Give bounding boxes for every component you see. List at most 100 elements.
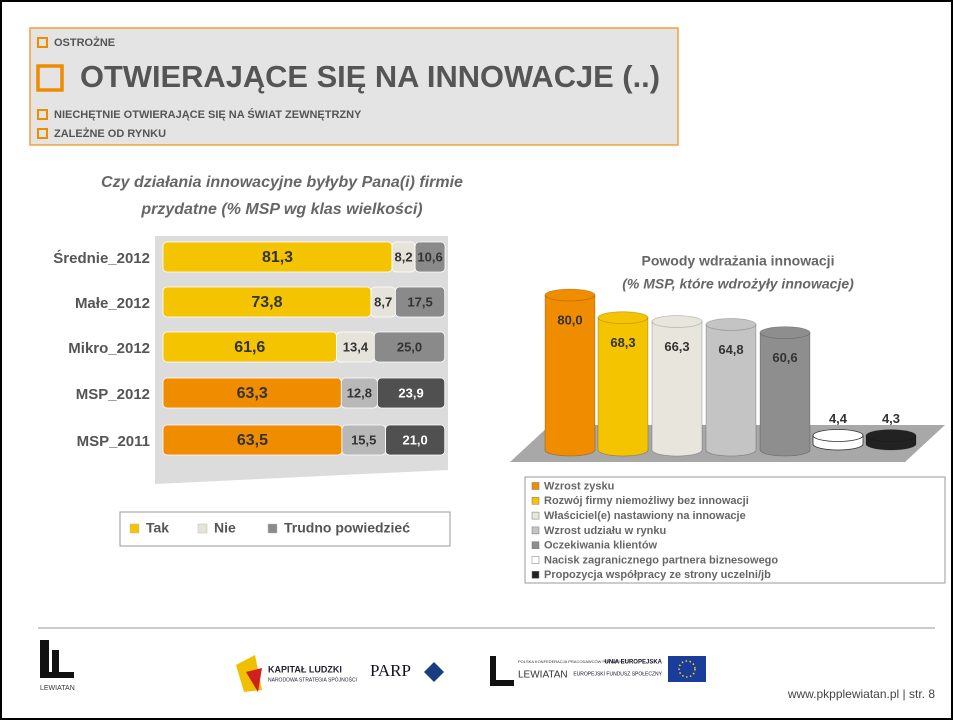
logo-shape xyxy=(40,672,74,678)
legend-swatch xyxy=(531,497,540,505)
logo-text: LEWIATAN xyxy=(518,670,568,681)
data-label: 80,0 xyxy=(557,312,582,327)
data-label: 4,3 xyxy=(882,411,900,426)
chart-title: Czy działania innowacyjne byłyby Pana(i)… xyxy=(101,174,463,191)
bar-segment xyxy=(395,286,446,318)
data-label: 12,8 xyxy=(347,385,372,400)
logo-text: PARP xyxy=(370,661,411,680)
bullet xyxy=(37,37,48,48)
bar xyxy=(544,288,596,457)
legend-swatch xyxy=(197,523,208,534)
logo-shape xyxy=(490,680,514,686)
legend-swatch xyxy=(531,482,540,490)
header-item: NIECHĘTNIE OTWIERAJĄCE SIĘ NA ŚWIAT ZEWN… xyxy=(54,108,362,121)
y-tick-label: Małe_2012 xyxy=(75,295,150,312)
logo-text: NARODOWA STRATEGIA SPÓJNOŚCI xyxy=(268,675,357,683)
footer-url: www.pkpplewiatan.pl | str. 8 xyxy=(787,687,936,701)
legend-label: Nacisk zagranicznego partnera biznesoweg… xyxy=(544,554,778,566)
logo-shape xyxy=(52,650,59,678)
bar-cap xyxy=(812,429,864,442)
bar-cap xyxy=(759,326,811,339)
legend-swatch xyxy=(267,523,278,534)
legend-swatch xyxy=(531,541,540,549)
chart-subtitle: (% MSP, które wdrożyły innowacje) xyxy=(622,276,854,292)
bar-body xyxy=(597,317,649,457)
legend-swatch xyxy=(531,526,540,535)
data-label: 17,5 xyxy=(407,294,432,309)
legend-label: Trudno powiedzieć xyxy=(284,520,410,536)
header-main: OTWIERAJĄCE SIĘ NA INNOWACJE (..) xyxy=(80,59,660,94)
legend-label: Rozwój firmy niemożliwy bez innowacji xyxy=(544,495,749,507)
data-label: 61,6 xyxy=(234,339,265,356)
bar xyxy=(597,311,649,457)
legend xyxy=(524,476,946,584)
legend-label: Oczekiwania klientów xyxy=(544,540,658,552)
bar-segment xyxy=(376,377,446,409)
bar-cap xyxy=(597,311,649,325)
header-box xyxy=(29,27,679,146)
data-label: 81,3 xyxy=(262,249,293,266)
bar-cap xyxy=(651,315,703,328)
legend-label: Wzrost udziału w rynku xyxy=(544,525,666,537)
logo-lewiatan: LEWIATAN xyxy=(40,640,75,692)
bar-body xyxy=(651,321,703,457)
data-label: 63,3 xyxy=(237,385,268,402)
legend-label: Nie xyxy=(214,520,236,536)
header-item: OSTROŻNE xyxy=(54,36,115,49)
data-label: 60,6 xyxy=(772,350,797,365)
bar-body xyxy=(759,332,811,457)
eu-flag xyxy=(668,656,706,682)
data-label: 64,8 xyxy=(718,342,743,357)
bar xyxy=(812,429,864,451)
legend xyxy=(119,511,451,547)
logo-text: POLSKA KONFEDERACJA PRACODAWCÓW PRYWATNY… xyxy=(518,659,631,664)
y-tick-label: Średnie_2012 xyxy=(53,249,150,267)
logo-text: LEWIATAN xyxy=(40,685,75,692)
data-label: 63,5 xyxy=(237,432,268,449)
legend-label: Propozycja współpracy ze strony uczelni/… xyxy=(544,569,771,581)
data-label: 68,3 xyxy=(610,335,635,350)
logo-text: EUROPEJSKI FUNDUSZ SPOŁECZNY xyxy=(573,671,662,677)
bar-body xyxy=(705,324,757,457)
bar-cap xyxy=(705,318,757,331)
data-label: 66,3 xyxy=(664,339,689,354)
bar xyxy=(865,429,917,451)
data-label: 8,7 xyxy=(374,294,392,309)
bar xyxy=(705,318,757,457)
legend-swatch xyxy=(531,511,540,520)
eu-stars xyxy=(678,660,696,678)
logo-shape xyxy=(246,668,262,692)
header-item: ZALEŻNE OD RYNKU xyxy=(54,127,166,140)
bar-body xyxy=(544,294,596,457)
bar-cap xyxy=(544,288,596,302)
legend-swatch xyxy=(531,571,540,579)
chart-title: Powody wdrażania innowacji xyxy=(642,253,835,269)
bar-segment xyxy=(385,424,446,456)
bar-cap xyxy=(865,429,917,443)
legend-label: Tak xyxy=(146,520,169,536)
data-label: 73,8 xyxy=(251,294,282,311)
legend-label: Właściciel(e) nastawiony na innowacje xyxy=(544,510,746,522)
bar-segment xyxy=(373,331,446,363)
bullet xyxy=(37,109,48,120)
data-label: 15,5 xyxy=(351,432,376,447)
bar xyxy=(651,315,703,457)
chart-title: przydatne (% MSP wg klas wielkości) xyxy=(140,201,422,218)
logo-shape xyxy=(424,662,444,682)
logo-text: UNIA EUROPEJSKA xyxy=(605,660,663,666)
bar xyxy=(759,326,811,457)
header-bullets xyxy=(36,37,64,139)
bullet xyxy=(36,64,64,92)
data-label: 21,0 xyxy=(402,432,427,447)
y-tick-label: MSP_2011 xyxy=(77,433,150,450)
data-label: 13,4 xyxy=(343,339,369,354)
logo-text: KAPITAŁ LUDZKI xyxy=(268,664,342,674)
data-label: 4,4 xyxy=(829,411,848,426)
logo-shape xyxy=(490,656,496,686)
bullet xyxy=(37,128,48,139)
legend-label: Wzrost zysku xyxy=(544,480,614,492)
data-label: 25,0 xyxy=(397,339,422,354)
data-label: 8,2 xyxy=(395,249,413,264)
bar-segment xyxy=(414,241,446,273)
